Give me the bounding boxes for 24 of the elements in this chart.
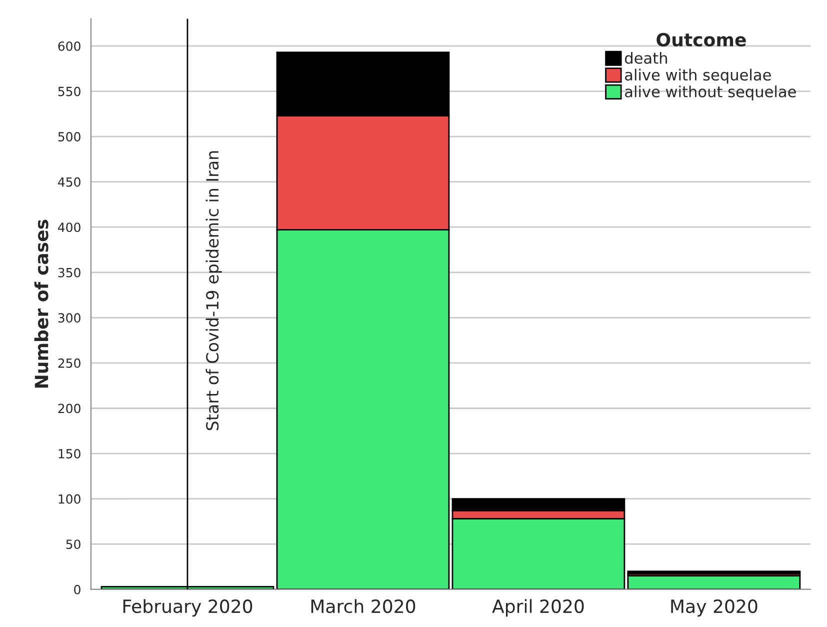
- y-tick-label: 300: [58, 313, 80, 323]
- y-tick-label: 500: [58, 132, 80, 142]
- legend-title: Outcome: [656, 32, 746, 47]
- y-tick-label: 200: [58, 404, 80, 414]
- y-tick-label: 600: [58, 41, 80, 51]
- ref-line-label: Start of Covid-19 epidemic in Iran: [206, 151, 222, 430]
- legend-label: alive with sequelae: [625, 68, 771, 84]
- y-axis-title: Number of cases: [34, 220, 48, 388]
- legend-label: death: [624, 52, 667, 64]
- y-tick-label: 450: [58, 177, 80, 187]
- x-tick-label: April 2020: [492, 599, 584, 617]
- y-tick-label: 250: [58, 358, 80, 368]
- y-tick-label: 400: [58, 222, 80, 232]
- x-tick-label: May 2020: [671, 599, 758, 617]
- bar: [627, 570, 801, 575]
- y-tick-label: 100: [58, 494, 80, 504]
- x-tick-label: March 2020: [311, 599, 416, 614]
- y-tick-label: 50: [66, 540, 80, 550]
- x-tick-label: February 2020: [123, 599, 252, 617]
- y-tick-label: 550: [58, 86, 80, 96]
- y-tick-label: 350: [58, 268, 80, 278]
- legend-label: alive without sequelae: [625, 86, 796, 100]
- y-tick-label: 0: [74, 584, 80, 594]
- y-tick-label: 150: [58, 449, 80, 458]
